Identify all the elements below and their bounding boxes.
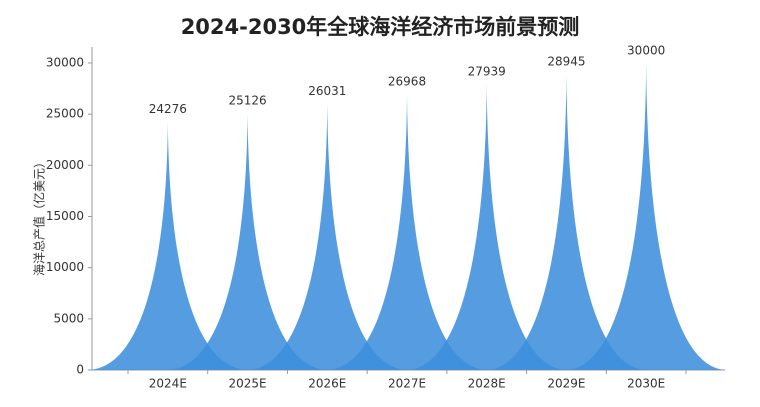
- y-tick-label: 10000: [46, 260, 84, 274]
- x-tick-label: 2025E: [229, 377, 267, 391]
- y-tick-label: 20000: [46, 158, 84, 172]
- value-label: 30000: [627, 43, 665, 57]
- y-tick-label: 15000: [46, 209, 84, 223]
- bar: [485, 73, 648, 371]
- x-tick-label: 2026E: [308, 377, 346, 391]
- y-tick-label: 5000: [53, 311, 84, 325]
- chart-title: 2024-2030年全球海洋经济市场前景预测: [181, 15, 580, 39]
- x-tick-label: 2030E: [627, 377, 665, 391]
- bar: [86, 121, 250, 370]
- value-label: 28945: [547, 54, 585, 68]
- x-tick-label: 2029E: [547, 377, 585, 391]
- y-axis-label: 海洋总产值（亿美元）: [32, 156, 47, 276]
- x-tick-label: 2024E: [149, 377, 187, 391]
- value-label: 26968: [388, 74, 426, 88]
- value-label: 24276: [149, 102, 187, 116]
- value-label: 25126: [228, 93, 266, 107]
- bar: [405, 84, 569, 370]
- x-tick-label: 2028E: [468, 377, 506, 391]
- bar: [325, 93, 489, 371]
- y-tick-label: 0: [76, 363, 84, 377]
- y-tick-label: 25000: [46, 107, 84, 121]
- value-label: 27939: [468, 65, 506, 79]
- bar: [245, 103, 409, 371]
- value-label: 26031: [308, 84, 346, 98]
- bar: [166, 112, 329, 370]
- bar: [564, 62, 728, 371]
- y-tick-label: 30000: [46, 55, 84, 69]
- x-tick-label: 2027E: [388, 377, 426, 391]
